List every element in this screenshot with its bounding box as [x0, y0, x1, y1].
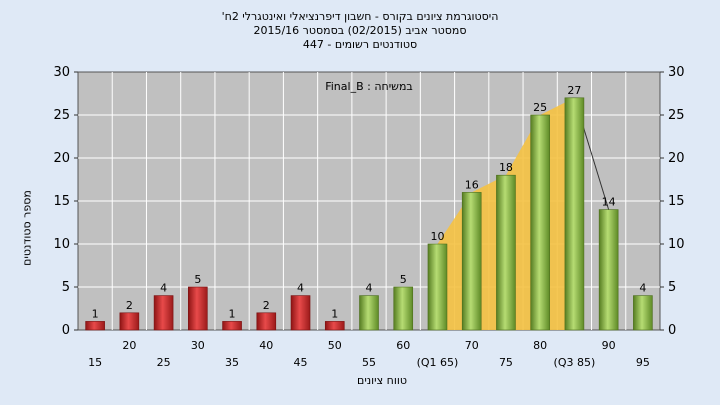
bar-Q165: [427, 243, 448, 331]
bar-40: [256, 312, 277, 331]
bar-value-label: 27: [567, 84, 581, 97]
y-tick-label-left: 5: [62, 280, 70, 295]
x-tick-label: 50: [328, 339, 342, 352]
y-tick-label-right: 5: [668, 280, 676, 295]
y-tick-label-right: 30: [668, 65, 685, 80]
y-tick-label-right: 0: [668, 323, 676, 338]
bar-value-label: 2: [263, 299, 270, 312]
bar-value-label: 16: [465, 178, 479, 191]
y-tick-label-left: 20: [53, 151, 70, 166]
bar-50: [324, 321, 345, 331]
bar-value-label: 5: [400, 273, 407, 286]
bar-value-label: 4: [160, 282, 167, 295]
x-tick-label: 45: [294, 356, 308, 369]
bar-25: [153, 295, 174, 331]
y-tick-label-right: 10: [668, 237, 685, 252]
bar-75: [496, 174, 516, 331]
x-tick-label: 55: [362, 356, 376, 369]
x-tick-label: 25: [157, 356, 171, 369]
bar-value-label: 1: [229, 307, 236, 320]
bar-60: [393, 286, 414, 331]
x-tick-label: 95: [636, 356, 650, 369]
bar-value-label: 4: [366, 282, 373, 295]
x-tick-label: 80: [533, 339, 547, 352]
y-tick-label-left: 30: [53, 65, 70, 80]
y-tick-label-right: 25: [668, 108, 685, 123]
x-axis-label: טווח ציונים: [357, 374, 407, 387]
y-tick-label-left: 10: [53, 237, 70, 252]
x-tick-label: 35: [225, 356, 239, 369]
y-tick-label-left: 0: [62, 323, 70, 338]
bar-45: [290, 295, 311, 331]
bar-80: [530, 114, 550, 331]
chart-subtitle-students: סטודנטים רשומים - 447: [302, 38, 418, 51]
x-tick-label: (Q3 85): [554, 356, 596, 369]
bar-30: [188, 286, 208, 331]
bar-55: [359, 295, 379, 331]
bar-value-label: 14: [602, 196, 616, 209]
x-tick-label: 15: [88, 356, 102, 369]
x-tick-label: 90: [602, 339, 616, 352]
y-axis-label: מספר סטודנטים: [20, 190, 34, 266]
bar-value-label: 5: [194, 273, 201, 286]
bar-35: [222, 321, 242, 331]
bar-value-label: 1: [92, 307, 99, 320]
bar-95: [633, 295, 653, 331]
bar-Q385: [564, 97, 585, 331]
bar-value-label: 4: [297, 282, 304, 295]
x-tick-label: 20: [122, 339, 136, 352]
x-tick-label: 30: [191, 339, 205, 352]
x-tick-label: (Q1 65): [417, 356, 459, 369]
y-tick-label-right: 15: [668, 194, 685, 209]
chart-subtitle-semester: סמסטר אביב (02/2015) בסמסטר 2015/16: [253, 24, 467, 37]
bar-20: [119, 312, 140, 331]
bar-value-label: 4: [639, 282, 646, 295]
chart-title: היסטוגרמת ציונים בקורס - חשבון דיפרנציאל…: [221, 10, 499, 23]
y-tick-label-left: 15: [53, 194, 70, 209]
x-tick-label: 60: [396, 339, 410, 352]
bar-70: [461, 192, 482, 331]
annotation-label: במשיחה : Final_B: [325, 80, 413, 93]
y-tick-label-right: 20: [668, 151, 685, 166]
bar-90: [598, 209, 619, 331]
y-tick-label-left: 25: [53, 108, 70, 123]
x-tick-label: 70: [465, 339, 479, 352]
bar-value-label: 1: [331, 307, 338, 320]
bar-value-label: 2: [126, 299, 133, 312]
bar-value-label: 18: [499, 161, 513, 174]
x-tick-label: 75: [499, 356, 513, 369]
bar-value-label: 10: [430, 230, 444, 243]
bar-15: [85, 321, 105, 331]
bar-value-label: 25: [533, 101, 547, 114]
x-tick-label: 40: [259, 339, 273, 352]
